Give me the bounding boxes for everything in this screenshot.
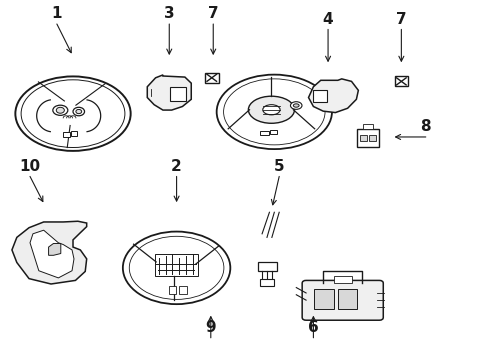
Bar bbox=[155, 254, 198, 276]
Ellipse shape bbox=[15, 76, 131, 151]
Polygon shape bbox=[12, 221, 87, 284]
Text: 9: 9 bbox=[205, 320, 216, 335]
Polygon shape bbox=[147, 75, 191, 110]
Bar bbox=[179, 287, 187, 293]
Ellipse shape bbox=[73, 107, 85, 116]
Text: 2: 2 bbox=[171, 158, 182, 174]
Bar bbox=[334, 276, 351, 283]
Bar bbox=[71, 131, 77, 136]
Ellipse shape bbox=[129, 236, 224, 300]
Ellipse shape bbox=[291, 102, 302, 109]
Bar bbox=[258, 262, 277, 271]
Text: 8: 8 bbox=[420, 119, 431, 134]
Bar bbox=[363, 125, 373, 129]
Ellipse shape bbox=[21, 80, 125, 148]
Bar bbox=[360, 135, 367, 140]
Text: 4: 4 bbox=[323, 12, 333, 27]
Text: 3: 3 bbox=[164, 6, 174, 21]
Text: 5: 5 bbox=[274, 158, 285, 174]
FancyBboxPatch shape bbox=[302, 280, 383, 320]
Bar bbox=[260, 131, 269, 135]
Ellipse shape bbox=[123, 231, 230, 304]
Ellipse shape bbox=[56, 107, 64, 113]
Bar bbox=[357, 129, 379, 147]
Text: 6: 6 bbox=[308, 320, 319, 335]
Text: 7: 7 bbox=[208, 6, 219, 21]
Text: 1: 1 bbox=[51, 6, 62, 21]
Bar bbox=[314, 90, 327, 102]
Ellipse shape bbox=[217, 75, 332, 149]
Bar bbox=[394, 76, 408, 86]
Polygon shape bbox=[30, 230, 74, 278]
Bar bbox=[170, 87, 186, 101]
Bar bbox=[338, 289, 357, 309]
Polygon shape bbox=[309, 79, 358, 113]
Polygon shape bbox=[49, 243, 61, 255]
Ellipse shape bbox=[263, 105, 280, 115]
Ellipse shape bbox=[53, 105, 68, 115]
Ellipse shape bbox=[248, 96, 294, 123]
Ellipse shape bbox=[76, 109, 82, 114]
Bar bbox=[260, 279, 274, 286]
Bar bbox=[270, 130, 277, 134]
Ellipse shape bbox=[223, 79, 325, 145]
Text: 10: 10 bbox=[20, 158, 41, 174]
Bar bbox=[369, 135, 376, 140]
Text: 7: 7 bbox=[396, 12, 407, 27]
Bar bbox=[205, 73, 219, 83]
Bar bbox=[315, 289, 334, 309]
Bar bbox=[63, 132, 70, 137]
Ellipse shape bbox=[294, 104, 299, 107]
Bar bbox=[169, 287, 176, 293]
